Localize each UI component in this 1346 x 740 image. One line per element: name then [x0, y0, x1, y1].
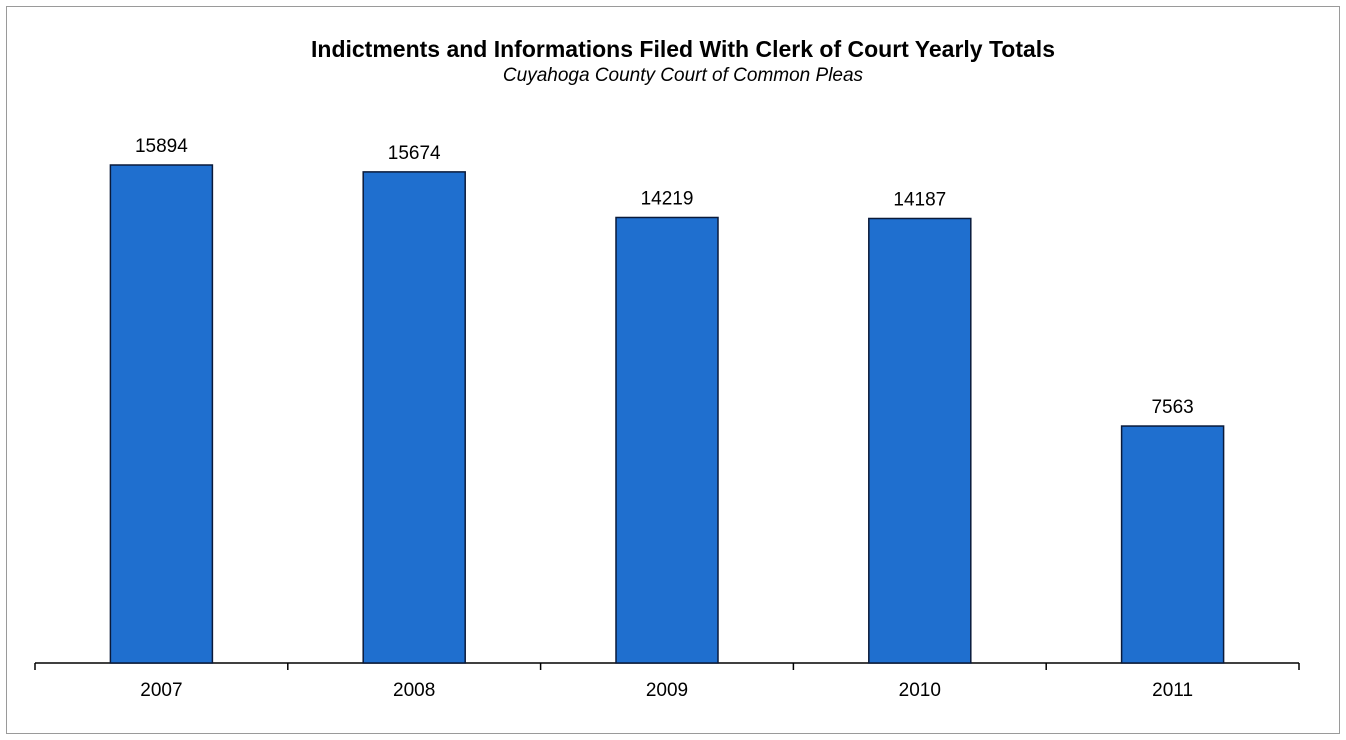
x-tick-labels-group: 2007 2008 2009 2010 2011: [140, 680, 1193, 701]
x-tick-label-2010: 2010: [899, 680, 941, 701]
x-tick-label-2009: 2009: [646, 680, 688, 701]
data-label-2010: 14187: [893, 189, 946, 210]
bars-group: [109, 164, 1225, 664]
bar-2010: [868, 217, 972, 664]
data-label-2008: 15674: [388, 143, 441, 164]
data-label-2007: 15894: [135, 136, 188, 157]
data-labels-group: 15894 15674 14219 14187 7563: [135, 136, 1194, 418]
bar-2009: [615, 216, 719, 664]
x-tick-label-2007: 2007: [140, 680, 182, 701]
bar-2008: [362, 171, 466, 664]
bar-2011: [1120, 425, 1225, 664]
x-tick-label-2008: 2008: [393, 680, 435, 701]
chart-subtitle: Cuyahoga County Court of Common Pleas: [502, 65, 864, 86]
x-axis-ticks: [34, 663, 1300, 670]
bar-2007: [109, 164, 214, 664]
data-label-2009: 14219: [641, 188, 694, 209]
x-tick-label-2011: 2011: [1152, 680, 1193, 701]
data-label-2011: 7563: [1151, 397, 1193, 418]
chart-title: Indictments and Informations Filed With …: [311, 36, 1055, 62]
